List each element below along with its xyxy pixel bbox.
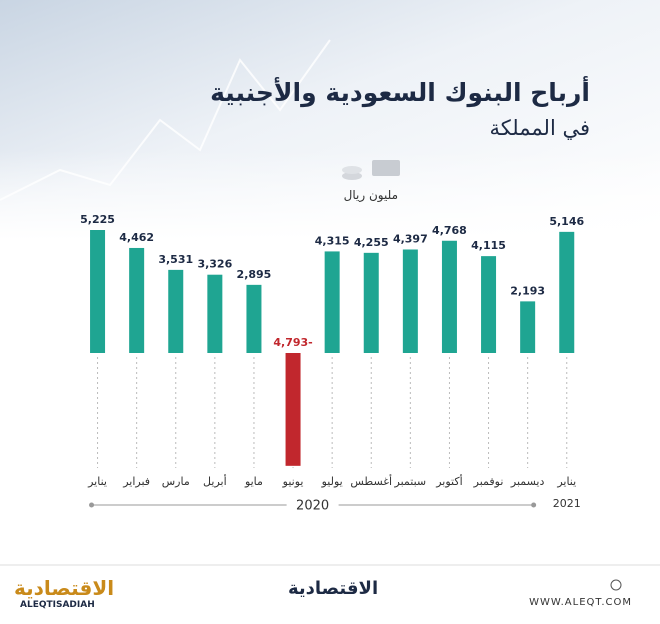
value-label: 2,193 bbox=[510, 284, 545, 297]
x-tick-label: سبتمبر bbox=[394, 475, 427, 488]
x-tick-label: ديسمبر bbox=[510, 475, 545, 488]
unit-label: مليون ريال bbox=[343, 188, 398, 202]
year-bg bbox=[286, 497, 339, 513]
bar bbox=[207, 274, 223, 353]
x-tick-label: يناير bbox=[556, 475, 576, 488]
bar bbox=[441, 240, 457, 353]
value-label: 4,397 bbox=[393, 232, 428, 245]
value-label: 5,146 bbox=[549, 215, 584, 228]
bar bbox=[90, 230, 106, 353]
value-label: 3,326 bbox=[197, 258, 232, 271]
logo-center: الاقتصادية bbox=[288, 578, 379, 599]
website: WWW.ALEQT.COM bbox=[529, 597, 632, 608]
year-label: 2021 bbox=[553, 497, 581, 510]
chart-title: أرباح البنوك السعودية والأجنبية bbox=[210, 78, 590, 107]
x-tick-label: مارس bbox=[162, 475, 190, 488]
year-dot bbox=[531, 502, 537, 508]
money-icon bbox=[342, 160, 400, 180]
bar bbox=[246, 284, 262, 353]
value-label: 2,895 bbox=[237, 268, 272, 281]
bar bbox=[129, 247, 145, 353]
bar bbox=[402, 249, 418, 353]
value-label: 4,315 bbox=[315, 234, 350, 247]
logo-left-latin: ALEQTISADIAH bbox=[20, 600, 95, 610]
year-label: 2020 bbox=[296, 499, 329, 514]
x-tick-label: أغسطس bbox=[350, 474, 392, 488]
bar bbox=[324, 251, 340, 353]
bar bbox=[168, 269, 184, 353]
value-label: 4,462 bbox=[119, 231, 154, 244]
chart-subtitle: في المملكة bbox=[489, 116, 590, 140]
x-tick-label: فبراير bbox=[122, 475, 150, 488]
x-tick-label: يناير bbox=[87, 475, 107, 488]
x-tick-label: يوليو bbox=[321, 475, 343, 488]
value-label: 4,793- bbox=[273, 336, 312, 349]
x-tick-label: يونيو bbox=[282, 475, 304, 488]
bar bbox=[285, 353, 301, 466]
year-dot bbox=[89, 502, 95, 508]
web-icon bbox=[610, 579, 622, 591]
value-label: 3,531 bbox=[158, 253, 193, 266]
bar bbox=[559, 231, 575, 353]
x-tick-label: نوفمبر bbox=[473, 475, 504, 488]
x-tick-label: مايو bbox=[244, 475, 263, 488]
logo-left: الاقتصادية bbox=[14, 576, 115, 600]
bar bbox=[363, 252, 379, 353]
value-label: 5,225 bbox=[80, 213, 115, 226]
value-label: 4,255 bbox=[354, 236, 389, 249]
value-label: 4,768 bbox=[432, 224, 467, 237]
background-fade bbox=[0, 150, 660, 240]
x-tick-label: أبريل bbox=[203, 474, 227, 488]
bar bbox=[520, 301, 536, 353]
bar bbox=[481, 256, 497, 353]
x-tick-label: أكتوبر bbox=[435, 474, 462, 488]
value-label: 4,115 bbox=[471, 239, 506, 252]
